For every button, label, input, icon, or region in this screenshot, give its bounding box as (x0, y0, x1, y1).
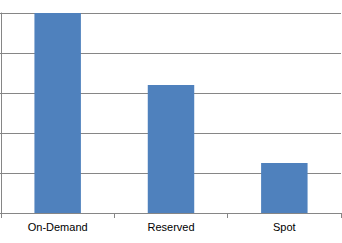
svg-text:On-Demand: On-Demand (28, 221, 88, 233)
svg-text:Spot: Spot (273, 221, 296, 233)
svg-text:Reserved: Reserved (147, 221, 194, 233)
